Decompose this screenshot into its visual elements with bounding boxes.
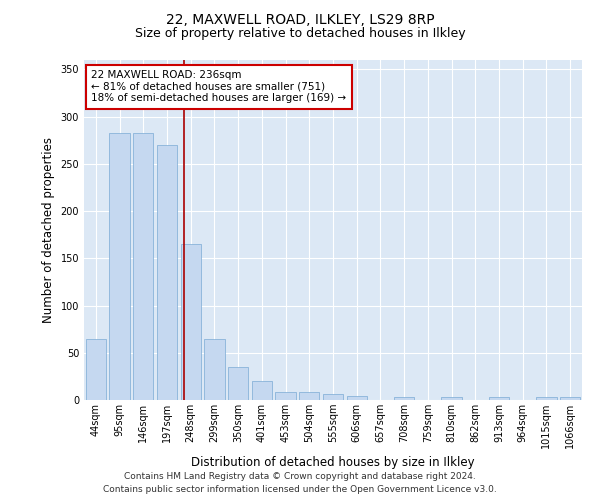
Bar	[86, 338, 106, 400]
Bar	[347, 396, 367, 400]
Text: Contains public sector information licensed under the Open Government Licence v3: Contains public sector information licen…	[103, 485, 497, 494]
Bar	[560, 397, 580, 400]
Bar	[181, 244, 201, 400]
Text: 22 MAXWELL ROAD: 236sqm
← 81% of detached houses are smaller (751)
18% of semi-d: 22 MAXWELL ROAD: 236sqm ← 81% of detache…	[91, 70, 347, 103]
Bar	[536, 397, 557, 400]
Bar	[323, 394, 343, 400]
Bar	[205, 338, 224, 400]
Bar	[109, 132, 130, 400]
Bar	[133, 132, 154, 400]
Text: 22, MAXWELL ROAD, ILKLEY, LS29 8RP: 22, MAXWELL ROAD, ILKLEY, LS29 8RP	[166, 12, 434, 26]
X-axis label: Distribution of detached houses by size in Ilkley: Distribution of detached houses by size …	[191, 456, 475, 469]
Bar	[228, 367, 248, 400]
Bar	[275, 392, 296, 400]
Bar	[394, 397, 414, 400]
Bar	[489, 397, 509, 400]
Text: Size of property relative to detached houses in Ilkley: Size of property relative to detached ho…	[134, 28, 466, 40]
Bar	[442, 397, 461, 400]
Bar	[157, 145, 177, 400]
Bar	[299, 392, 319, 400]
Y-axis label: Number of detached properties: Number of detached properties	[42, 137, 55, 323]
Bar	[252, 381, 272, 400]
Text: Contains HM Land Registry data © Crown copyright and database right 2024.: Contains HM Land Registry data © Crown c…	[124, 472, 476, 481]
